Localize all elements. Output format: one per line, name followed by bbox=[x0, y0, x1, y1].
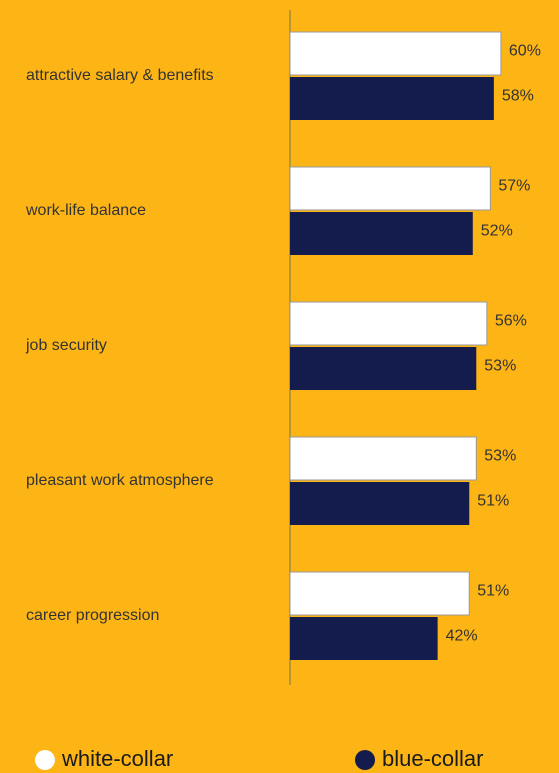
category-label: career progression bbox=[26, 607, 159, 624]
value-label: 53% bbox=[484, 358, 516, 375]
bar bbox=[290, 617, 438, 660]
bar bbox=[289, 571, 470, 616]
bar bbox=[289, 301, 488, 346]
category-label: pleasant work atmosphere bbox=[26, 472, 214, 489]
bar bbox=[290, 347, 477, 390]
value-label: 51% bbox=[477, 583, 509, 600]
category-label: work-life balance bbox=[25, 202, 146, 219]
category-label: job security bbox=[25, 337, 107, 354]
value-label: 57% bbox=[498, 178, 530, 195]
category-label: attractive salary & benefits bbox=[26, 67, 214, 84]
legend-label: blue-collar bbox=[382, 746, 484, 771]
bar bbox=[290, 77, 494, 120]
bar bbox=[290, 482, 470, 525]
bar bbox=[289, 31, 502, 76]
legend-label: white-collar bbox=[61, 746, 173, 771]
bar bbox=[289, 436, 477, 481]
bar bbox=[289, 166, 491, 211]
value-label: 56% bbox=[495, 313, 527, 330]
value-label: 42% bbox=[446, 628, 478, 645]
bar bbox=[290, 212, 473, 255]
legend-marker bbox=[355, 750, 375, 770]
legend-marker bbox=[35, 750, 55, 770]
value-label: 52% bbox=[481, 223, 513, 240]
value-label: 53% bbox=[484, 448, 516, 465]
value-label: 51% bbox=[477, 493, 509, 510]
value-label: 58% bbox=[502, 88, 534, 105]
value-label: 60% bbox=[509, 43, 541, 60]
